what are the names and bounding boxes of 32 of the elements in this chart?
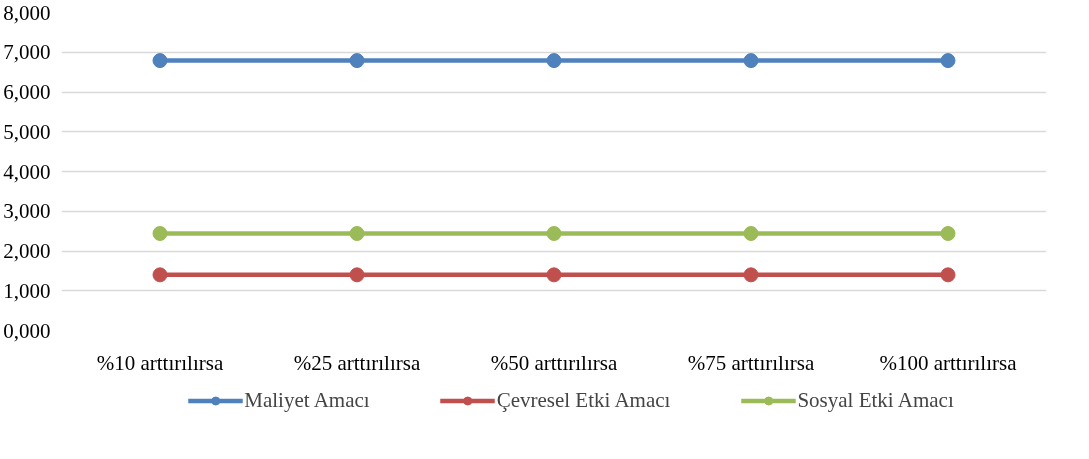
x-tick-label: %100 arttırılırsa: [879, 350, 1018, 375]
point: [349, 267, 365, 283]
x-tick-label: %50 arttırılırsa: [490, 350, 618, 375]
x-tick-label: %25 arttırılırsa: [293, 350, 421, 375]
point: [152, 53, 168, 69]
point: [152, 267, 168, 283]
y-tick-label: 7,000: [3, 40, 51, 65]
y-tick-label: 2,000: [3, 239, 51, 263]
point: [152, 226, 168, 241]
y-tick-label: 3,000: [3, 199, 51, 224]
point: [546, 267, 562, 283]
point: [940, 226, 956, 241]
legend-label: Çevresel Etki Amacı: [496, 387, 671, 413]
point: [349, 226, 365, 241]
point: [546, 53, 562, 69]
y-tick-label: 8,000: [3, 0, 51, 25]
point: [940, 267, 956, 283]
y-tick-label: 6,000: [3, 80, 51, 104]
y-tick-label: 4,000: [3, 159, 51, 184]
y-tick-label: 1,000: [3, 278, 51, 303]
y-tick-label: 5,000: [3, 119, 51, 144]
y-tick-label: 0,000: [3, 318, 51, 343]
x-tick-label: %75 arttırılırsa: [687, 350, 815, 375]
legend-label: Sosyal Etki Amacı: [797, 387, 954, 413]
point: [743, 226, 759, 241]
legend-label: Maliyet Amacı: [244, 387, 370, 413]
point: [940, 53, 956, 69]
point: [743, 53, 759, 69]
point: [349, 53, 365, 69]
point: [743, 267, 759, 283]
x-tick-label: %10 arttırılırsa: [96, 350, 224, 375]
point: [546, 226, 562, 241]
